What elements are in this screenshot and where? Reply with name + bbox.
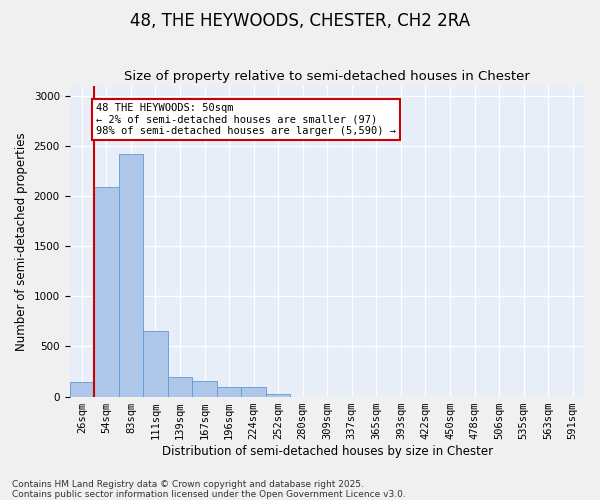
X-axis label: Distribution of semi-detached houses by size in Chester: Distribution of semi-detached houses by … (162, 444, 493, 458)
Y-axis label: Number of semi-detached properties: Number of semi-detached properties (15, 132, 28, 350)
Bar (119, 154, 143, 396)
Text: 48, THE HEYWOODS, CHESTER, CH2 2RA: 48, THE HEYWOODS, CHESTER, CH2 2RA (130, 12, 470, 30)
Bar (217, 386, 241, 396)
Bar (168, 376, 192, 396)
Bar (241, 386, 266, 396)
Bar (266, 394, 290, 396)
Text: Contains HM Land Registry data © Crown copyright and database right 2025.
Contai: Contains HM Land Registry data © Crown c… (12, 480, 406, 499)
Text: 48 THE HEYWOODS: 50sqm
← 2% of semi-detached houses are smaller (97)
98% of semi: 48 THE HEYWOODS: 50sqm ← 2% of semi-deta… (96, 103, 396, 136)
Bar (94, 187, 119, 396)
Title: Size of property relative to semi-detached houses in Chester: Size of property relative to semi-detach… (124, 70, 530, 84)
Bar (70, 382, 94, 396)
Bar (192, 380, 217, 396)
Bar (143, 332, 168, 396)
